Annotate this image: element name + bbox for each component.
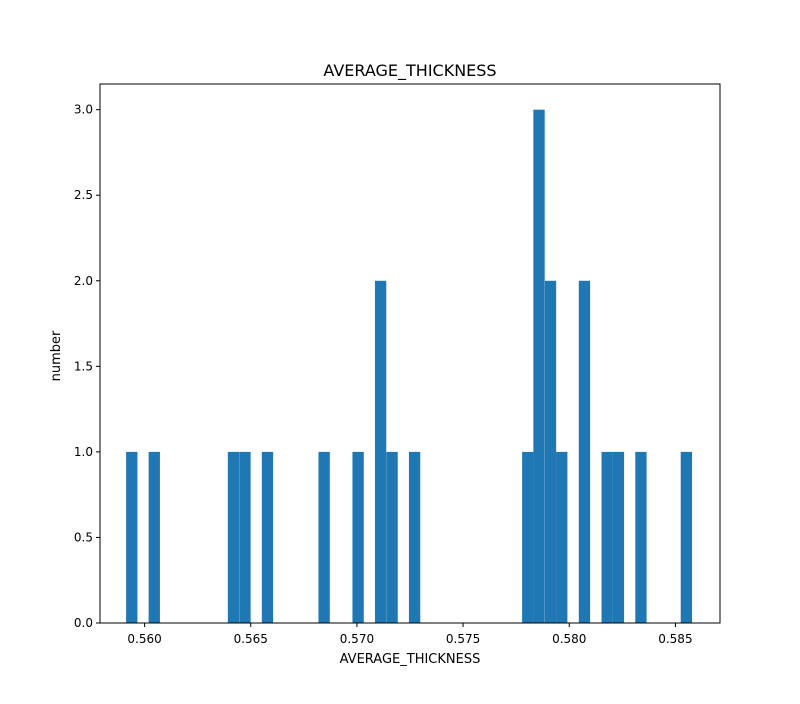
histogram-bar: [374, 280, 387, 623]
histogram-bar: [386, 451, 398, 623]
histogram-bar: [612, 451, 625, 623]
histogram-bar: [318, 451, 330, 623]
histogram-bar: [148, 451, 160, 623]
histogram-bar: [352, 451, 364, 623]
histogram-bar: [227, 451, 240, 623]
histogram-bar: [680, 451, 693, 623]
histogram-bar: [544, 280, 557, 623]
histogram-bar: [522, 451, 534, 623]
histogram-bar: [408, 451, 421, 623]
y-tick-label: 1.0: [74, 445, 93, 459]
y-tick-label: 0.0: [74, 616, 93, 630]
histogram-bar: [239, 451, 251, 623]
chart-title: AVERAGE_THICKNESS: [323, 61, 496, 81]
histogram-bar: [578, 280, 591, 623]
x-axis-label: AVERAGE_THICKNESS: [340, 652, 481, 667]
histogram-bar: [556, 451, 568, 623]
y-axis-ticks: 0.0 0.5 1.0 1.5 2.0 2.5 3.0: [74, 103, 100, 630]
histogram-bar: [635, 451, 647, 623]
histogram-bar: [261, 451, 274, 623]
y-tick-label: 3.0: [74, 103, 93, 117]
histogram-bars: [126, 109, 693, 623]
histogram-bar: [533, 109, 545, 623]
plot-frame: [99, 83, 721, 624]
y-tick-label: 2.5: [74, 188, 93, 202]
y-tick-label: 1.5: [74, 359, 93, 373]
x-tick-label: 0.570: [340, 632, 374, 646]
x-tick-label: 0.560: [127, 632, 161, 646]
histogram-bar: [601, 451, 613, 623]
x-axis-ticks: 0.560 0.565 0.570 0.575 0.580 0.585: [127, 623, 693, 646]
histogram-bar: [126, 451, 138, 623]
x-tick-label: 0.585: [658, 632, 692, 646]
x-tick-label: 0.580: [552, 632, 586, 646]
x-tick-label: 0.565: [234, 632, 268, 646]
y-tick-label: 0.5: [74, 530, 93, 544]
y-tick-label: 2.0: [74, 274, 93, 288]
x-tick-label: 0.575: [446, 632, 480, 646]
y-axis-label: number: [49, 330, 64, 381]
